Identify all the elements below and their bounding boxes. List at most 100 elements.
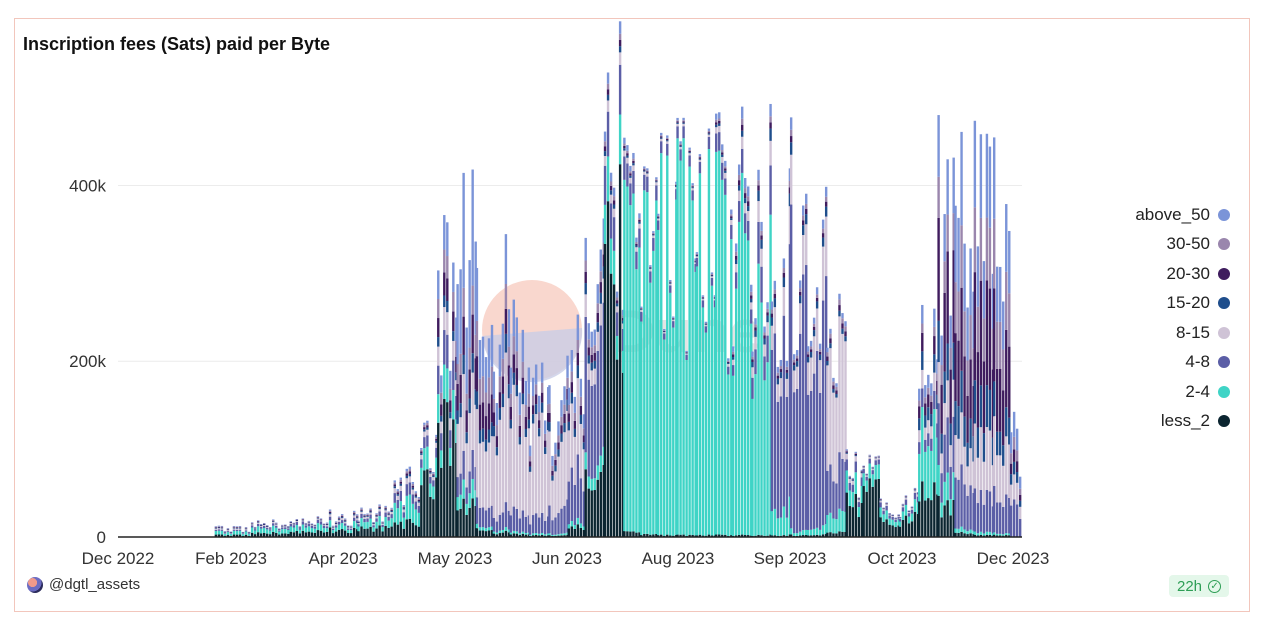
bar-segment-15-20: [456, 410, 459, 424]
refresh-badge[interactable]: 22h ✓: [1169, 575, 1230, 597]
bar-segment-above_50: [907, 510, 911, 511]
legend-item[interactable]: 2-4: [1090, 377, 1230, 407]
bar-segment-20-30: [606, 89, 610, 95]
bar-segment-8-15: [284, 526, 287, 528]
bar-segment-20-30: [750, 295, 753, 299]
bar-segment-30-50: [679, 143, 682, 145]
bar-segment-15-20: [411, 487, 415, 490]
bar-segment-15-20: [599, 292, 602, 304]
bar-segment-less_2: [481, 530, 485, 537]
bar-segment-2-4: [982, 533, 986, 536]
bar-segment-above_50: [495, 403, 499, 426]
legend-item[interactable]: 4-8: [1090, 348, 1230, 378]
bar-segment-2-4: [612, 250, 616, 285]
bar-segment-2-4: [657, 229, 660, 536]
bar-segment-above_50: [879, 498, 882, 499]
bar-segment-8-15: [707, 134, 711, 137]
bar-segment-20-30: [247, 532, 251, 533]
bar-segment-15-20: [897, 515, 900, 516]
bar-segment-above_50: [1015, 428, 1019, 451]
bar-segment-8-15: [685, 353, 688, 355]
bar-segment-above_50: [973, 120, 977, 208]
bar-segment-20-30: [916, 493, 920, 494]
bar-segment-30-50: [331, 526, 335, 527]
bar-segment-2-4: [966, 531, 969, 535]
bar-segment-15-20: [860, 472, 864, 474]
bar-segment-4-8: [638, 228, 641, 248]
legend-item[interactable]: 8-15: [1090, 318, 1230, 348]
bar-segment-above_50: [602, 218, 605, 243]
legend-item[interactable]: 15-20: [1090, 289, 1230, 319]
bar-segment-less_2: [238, 534, 242, 537]
bar-segment-15-20: [443, 295, 446, 308]
bar-segment-above_50: [232, 525, 236, 527]
bar-segment-30-50: [701, 296, 705, 298]
bar-segment-above_50: [393, 480, 396, 483]
bar-segment-20-30: [387, 513, 390, 515]
bar-segment-4-8: [672, 321, 675, 328]
author-credit[interactable]: @dgtl_assets: [27, 576, 140, 593]
bar-segment-15-20: [832, 388, 835, 393]
bar-segment-above_50: [402, 505, 405, 507]
bar-segment-4-8: [573, 484, 577, 525]
bar-segment-8-15: [904, 497, 908, 500]
bar-segment-20-30: [599, 282, 602, 293]
bar-segment-8-15: [507, 398, 511, 511]
bar-segment-4-8: [287, 528, 290, 530]
bar-segment-8-15: [298, 527, 302, 529]
bar-segment-30-50: [590, 347, 593, 355]
bar-segment-2-4: [766, 362, 769, 536]
author-handle[interactable]: @dgtl_assets: [49, 576, 141, 593]
bar-segment-4-8: [360, 513, 363, 519]
bar-segment-8-15: [754, 336, 757, 350]
bar-segment-20-30: [501, 376, 505, 394]
bar-segment-4-8: [760, 266, 763, 303]
bar-segment-8-15: [554, 471, 557, 518]
bar-segment-30-50: [879, 499, 882, 500]
bar-segment-4-8: [349, 528, 353, 531]
legend-item[interactable]: above_50: [1090, 200, 1230, 230]
bar-segment-less_2: [815, 534, 819, 537]
bar-segment-above_50: [730, 209, 733, 215]
bar-segment-8-15: [874, 458, 877, 461]
bar-segment-20-30: [275, 523, 278, 525]
bar-segment-2-4: [504, 527, 508, 531]
bar-segment-8-15: [996, 455, 999, 503]
bar-segment-above_50: [646, 168, 649, 171]
bar-segment-30-50: [760, 230, 763, 236]
bar-segment-4-8: [679, 149, 682, 161]
bar-segment-20-30: [310, 524, 314, 525]
bar-segment-30-50: [707, 130, 711, 133]
legend-item[interactable]: 20-30: [1090, 259, 1230, 289]
bar-segment-less_2: [289, 531, 293, 537]
bar-segment-4-8: [815, 350, 819, 528]
bar-segment-15-20: [838, 310, 841, 317]
bar-segment-4-8: [456, 477, 459, 498]
bar-segment-4-8: [773, 333, 777, 509]
bar-segment-30-50: [901, 504, 905, 505]
bar-segment-8-15: [676, 123, 679, 127]
bar-segment-above_50: [865, 473, 868, 475]
bar-segment-2-4: [570, 520, 574, 527]
bar-segment-2-4: [868, 463, 871, 479]
bar-segment-4-8: [985, 489, 989, 532]
bar-segment-2-4: [933, 409, 936, 483]
bar-segment-15-20: [528, 466, 532, 472]
bar-segment-30-50: [649, 266, 652, 268]
bar-segment-30-50: [349, 526, 353, 527]
bar-segment-4-8: [295, 522, 299, 526]
legend-item[interactable]: 30-50: [1090, 230, 1230, 260]
bar-segment-above_50: [272, 519, 275, 521]
bar-segment-2-4: [515, 531, 519, 534]
bar-segment-20-30: [802, 220, 805, 226]
bar-segment-8-15: [440, 421, 443, 434]
bar-segment-2-4: [754, 374, 757, 536]
legend-item[interactable]: less_2: [1090, 407, 1230, 437]
bar-segment-15-20: [921, 351, 924, 370]
bar-segment-above_50: [356, 514, 359, 516]
bar-segment-4-8: [910, 509, 914, 514]
bar-segment-less_2: [845, 492, 848, 537]
bar-segment-2-4: [795, 533, 799, 536]
bar-segment-2-4: [792, 533, 796, 536]
bar-segment-4-8: [663, 333, 666, 340]
